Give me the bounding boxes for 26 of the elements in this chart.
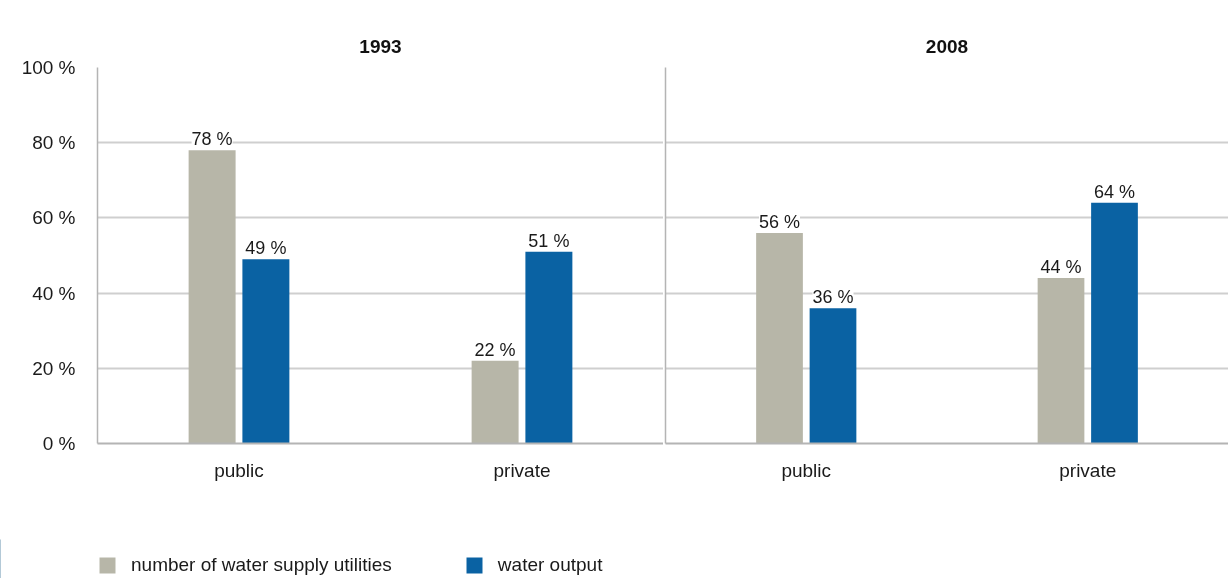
data-label: 36 % <box>812 287 854 308</box>
data-label: 64 % <box>1093 181 1136 202</box>
data-label: 49 % <box>245 238 287 259</box>
y-tick-label: 80 % <box>32 132 76 154</box>
y-tick-label: 0 % <box>42 433 76 454</box>
data-label: 78 % <box>191 129 233 150</box>
data-label: 51 % <box>528 230 570 251</box>
bar <box>525 251 573 444</box>
data-label: 22 % <box>474 339 516 360</box>
bar <box>1091 202 1138 444</box>
x-tick-label: private <box>493 459 551 481</box>
y-tick-label: 40 % <box>32 282 76 304</box>
bar <box>809 308 857 444</box>
y-tick-label: 20 % <box>32 357 76 379</box>
legend-label: number of water supply utilities <box>131 554 392 576</box>
chart-title: 2008 <box>925 35 969 57</box>
x-tick-label: private <box>1059 459 1117 481</box>
chart-title: 1993 <box>359 35 402 57</box>
y-tick-label: 100 % <box>21 57 76 78</box>
data-label: 56 % <box>758 211 801 232</box>
y-tick-label: 60 % <box>32 207 76 229</box>
legend-label: water output <box>497 554 603 576</box>
x-tick-label: public <box>214 459 264 481</box>
bar <box>242 259 290 444</box>
data-label: 44 % <box>1040 257 1082 278</box>
x-tick-label: public <box>781 459 832 481</box>
